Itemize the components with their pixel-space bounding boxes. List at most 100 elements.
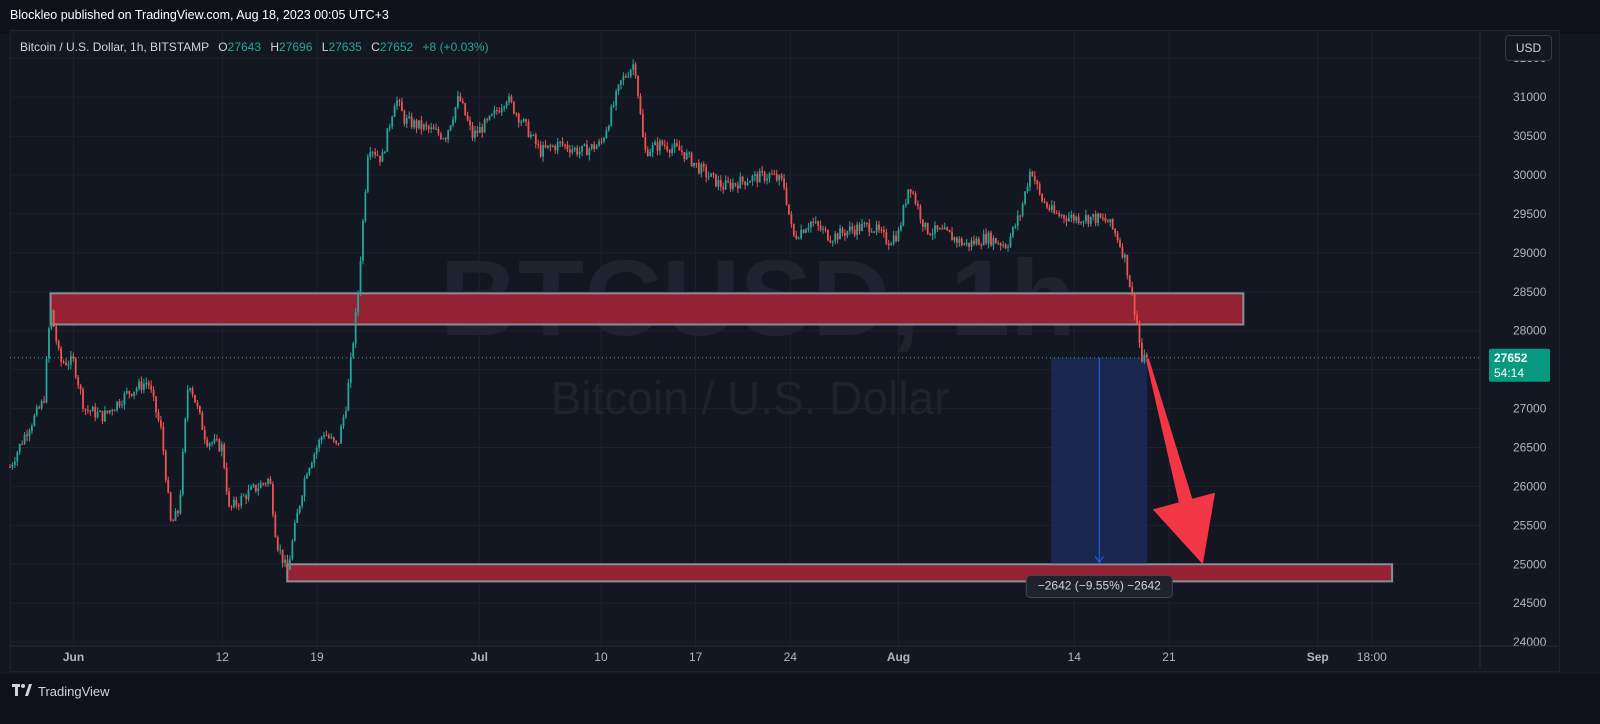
candle-body [624,76,627,78]
candle-body [1111,219,1114,229]
candle-body [542,145,544,157]
candle-body [846,231,849,236]
publish-header-bar: Blockleo published on TradingView.com, A… [0,0,1600,34]
symbol-watermark: BTCUSD, 1h Bitcoin / U.S. Dollar [440,237,1076,424]
candle-body [77,377,80,386]
candle-body [666,145,669,151]
candle-body [483,119,486,133]
candle-body [751,176,754,182]
candle-body [1075,216,1078,221]
candle-body [374,152,377,155]
tradingview-logo[interactable]: TradingView [12,683,110,699]
y-tick-label: 27000 [1513,402,1547,416]
candle-body [1072,214,1075,221]
candle-body [427,126,430,129]
measure-label: −2642 (−9.55%) −2642 [1025,574,1173,598]
grid [10,31,1480,646]
candle-body [405,118,408,124]
candle-body [48,328,50,359]
measure-tool[interactable] [1051,357,1148,564]
candle-body [697,162,700,174]
candle-body [391,116,394,127]
candle-body [994,238,997,244]
candle-body [476,130,479,134]
candle-body [23,434,26,444]
candle-body [179,494,182,514]
candle-body [885,232,888,244]
candle-body [778,175,781,181]
candle-body [1131,287,1134,294]
currency-button[interactable]: USD [1505,35,1552,61]
candle-body [99,410,101,413]
candle-body [325,435,328,437]
candle-body [627,76,630,78]
low-label: L [321,40,329,54]
candle-body [354,312,357,344]
candle-body [94,407,97,418]
support-zone[interactable] [286,563,1394,583]
x-tick-label: 21 [1162,650,1176,664]
candle-body [276,537,279,550]
resistance-zone[interactable] [49,292,1245,326]
candle-body [135,388,138,392]
candle-body [590,144,593,149]
candle-body [710,173,712,177]
candle-body [96,412,99,418]
candle-body [1070,214,1073,218]
candle-body [60,348,63,362]
candle-body [938,228,941,230]
forecast-arrow-shape[interactable] [1145,358,1216,565]
candle-body [678,145,681,151]
candle-body [573,147,576,150]
x-tick-label: 17 [689,650,703,664]
candle-body [520,121,523,123]
candle-body [1082,221,1085,223]
candle-body [442,138,445,140]
candle-body [1063,215,1065,219]
candle-body [189,388,192,390]
candle-body [530,134,532,137]
candle-body [890,243,893,246]
candle-body [797,238,800,240]
candle-body [812,221,815,223]
candle-body [157,412,160,421]
candle-body [581,145,583,152]
y-tick-label: 30500 [1513,129,1547,143]
candle-body [313,453,316,464]
candle-body [620,80,622,85]
candle-body [525,119,527,122]
candle-body [817,221,820,226]
candle-body [45,358,48,403]
candle-body [1065,218,1068,222]
candle-body [603,138,605,142]
candle-body [512,101,515,114]
price-badge-value: 27652 [1494,351,1528,365]
candle-body [578,151,581,155]
candle-body [919,205,922,220]
candle-body [554,145,557,151]
candle-body [683,152,686,160]
candle-body [805,229,807,233]
candle-body [544,145,547,148]
candle-body [822,228,824,230]
candle-body [982,233,985,246]
candle-body [235,499,238,506]
candle-body [379,155,381,162]
candle-body [116,401,119,410]
forecast-arrow[interactable] [1145,358,1216,565]
candle-body [875,224,878,232]
candle-body [685,152,688,160]
y-tick-label: 26000 [1513,479,1547,493]
candle-body [795,235,798,239]
candle-body [1048,207,1051,210]
candle-body [138,381,140,389]
candle-body [454,107,457,120]
candle-body [104,410,106,422]
change-value: +8 (+0.03%) [422,40,489,54]
candle-body [783,178,785,188]
candle-body [340,426,342,444]
candle-body [517,113,520,123]
candle-body [561,141,564,145]
x-tick-label: 14 [1068,650,1082,664]
